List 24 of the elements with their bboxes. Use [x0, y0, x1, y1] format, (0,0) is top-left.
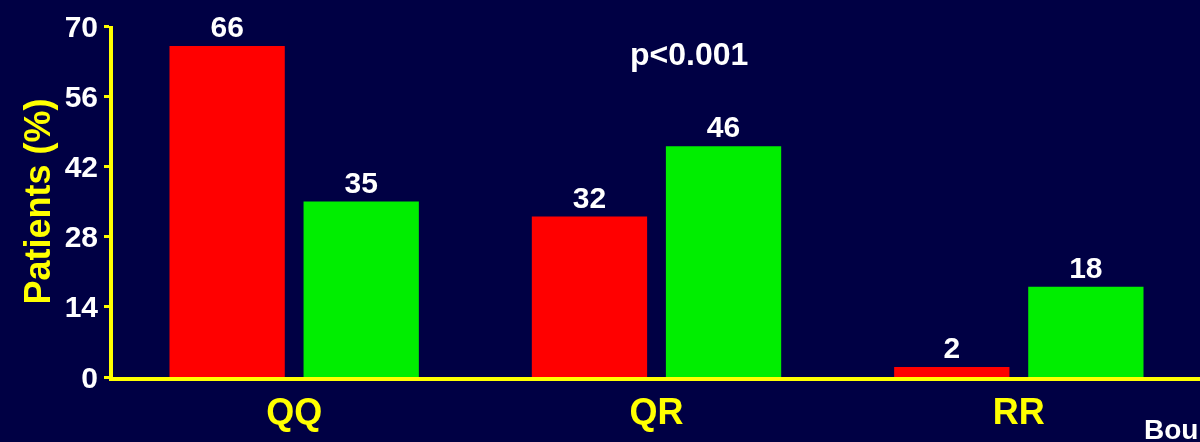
- bar: [531, 216, 648, 377]
- x-tick-label: RR: [992, 391, 1045, 433]
- annotation: p<0.001: [630, 36, 749, 72]
- data-label: 46: [706, 110, 741, 144]
- y-tick-label: 56: [64, 79, 98, 113]
- y-tick-label: 42: [64, 149, 98, 183]
- data-label: 35: [344, 165, 378, 199]
- text: Bou: [1144, 414, 1199, 442]
- bar: [665, 146, 782, 377]
- data-label: 2: [943, 330, 961, 364]
- bar: [894, 366, 1010, 377]
- bar: [303, 201, 419, 377]
- data-label: 32: [572, 180, 607, 214]
- y-tick-label: 14: [64, 290, 99, 324]
- y-tick-label: 70: [64, 9, 98, 43]
- data-label: 66: [210, 10, 244, 44]
- y-tick-label: 0: [81, 360, 98, 394]
- y-tick-label: 28: [64, 220, 98, 254]
- data-label: 18: [1069, 250, 1103, 284]
- x-tick-label: QQ: [266, 391, 323, 433]
- bar: [169, 46, 285, 377]
- y-axis-title: Patients (%): [17, 98, 59, 305]
- x-tick-label: QR: [629, 391, 684, 433]
- bar: [1028, 286, 1144, 377]
